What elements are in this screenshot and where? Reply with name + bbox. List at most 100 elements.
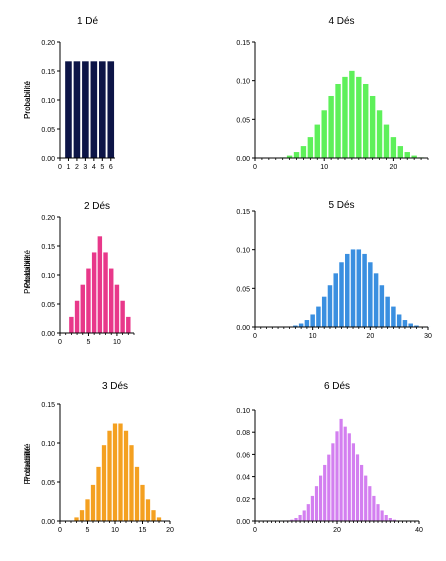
bar [112, 423, 118, 521]
bar [298, 323, 304, 327]
y-tick-label: 0.05 [41, 127, 55, 134]
bar [397, 146, 404, 158]
y-tick-label: 0.10 [236, 248, 250, 255]
bar [327, 454, 331, 521]
y-axis-label: Probabilité [23, 250, 32, 288]
y-tick-label: 0.00 [236, 156, 250, 163]
bar [411, 155, 417, 158]
bar [145, 499, 151, 521]
x-tick-label: 0 [253, 164, 257, 171]
bar [408, 323, 413, 327]
bar [355, 454, 360, 521]
y-axis-label: Probabilité [23, 256, 32, 294]
x-tick-label: 4 [92, 164, 96, 171]
bar [129, 445, 134, 521]
y-tick-label: 0.10 [41, 441, 55, 448]
y-tick-label: 0.02 [236, 497, 250, 504]
x-tick-label: 20 [390, 164, 398, 171]
bar [114, 284, 120, 333]
y-axis-label: Probabilité [23, 443, 32, 481]
bar [368, 262, 373, 327]
y-tick-label: 0.00 [41, 156, 55, 163]
y-tick-label: 0.00 [41, 519, 55, 526]
y-tick-label: 0.00 [236, 325, 250, 332]
bar [96, 466, 101, 521]
bar [347, 433, 351, 521]
bar [335, 431, 339, 521]
y-tick-label: 0.10 [41, 98, 55, 105]
bar [383, 124, 390, 158]
bar [385, 296, 390, 327]
bar [404, 152, 410, 158]
bar [414, 325, 419, 327]
bar [372, 495, 376, 521]
bar [293, 325, 298, 327]
bar [294, 518, 298, 521]
y-axis-label: Probabilité [23, 81, 32, 119]
bar [402, 320, 408, 327]
bar [314, 486, 319, 521]
bar [316, 306, 321, 327]
bar [156, 517, 162, 521]
chart-panel: 3 Dés Probabilité 0.00 0.05 0.10 0.15 0 5 10 15 20 [23, 381, 174, 534]
bar [339, 262, 344, 327]
x-tick-label: 10 [113, 339, 121, 346]
bar [120, 300, 125, 333]
x-tick-label: 15 [139, 527, 147, 534]
chart-title: 5 Dés [328, 200, 354, 211]
y-tick-label: 0.04 [236, 475, 250, 482]
y-tick-label: 0.15 [236, 209, 250, 216]
y-tick-label: 0.05 [236, 117, 250, 124]
bar [109, 268, 114, 333]
bar [302, 510, 306, 521]
bar [140, 484, 145, 521]
y-axis-label: Probabilité [23, 446, 32, 484]
bar [333, 273, 338, 327]
bar [307, 137, 314, 158]
bar [107, 430, 112, 521]
y-tick-label: 0.15 [236, 40, 250, 47]
bar [73, 61, 81, 159]
bar [391, 306, 396, 327]
bar [69, 316, 74, 333]
bar [314, 124, 320, 158]
bar [293, 152, 300, 158]
bar [321, 110, 327, 158]
x-tick-label: 5 [87, 339, 91, 346]
bar [85, 499, 90, 521]
bar [101, 445, 107, 521]
bar [376, 504, 380, 521]
bar [339, 418, 343, 521]
y-tick-label: 0.00 [41, 331, 55, 338]
bar [349, 70, 355, 158]
chart-title: 2 Dés [84, 201, 110, 212]
x-tick-label: 40 [415, 527, 423, 534]
bar [90, 61, 98, 159]
x-tick-label: 20 [166, 527, 174, 534]
bar [351, 443, 355, 521]
y-tick-label: 0.05 [236, 286, 250, 293]
bar [356, 76, 362, 158]
x-tick-label: 6 [109, 164, 113, 171]
x-tick-label: 10 [309, 333, 317, 340]
bar [80, 284, 85, 333]
bar [373, 273, 379, 327]
bar [350, 249, 356, 327]
y-tick-label: 0.10 [236, 408, 250, 415]
bar [327, 285, 333, 327]
bar [356, 249, 362, 327]
bar [99, 61, 106, 159]
chart-title: 1 Dé [77, 16, 99, 27]
bar [118, 423, 123, 521]
chart-panel: 6 Dés Probabilité 0.00 0.02 0.04 0.06 0.08 0.10… [23, 381, 423, 534]
bar [82, 61, 89, 159]
y-tick-label: 0.15 [41, 244, 55, 251]
bar [304, 320, 310, 327]
bar [379, 285, 385, 327]
bar [369, 95, 376, 158]
x-tick-label: 0 [253, 527, 257, 534]
bar [134, 466, 140, 521]
bar [331, 443, 335, 521]
bar [360, 464, 364, 521]
bar [86, 268, 91, 333]
